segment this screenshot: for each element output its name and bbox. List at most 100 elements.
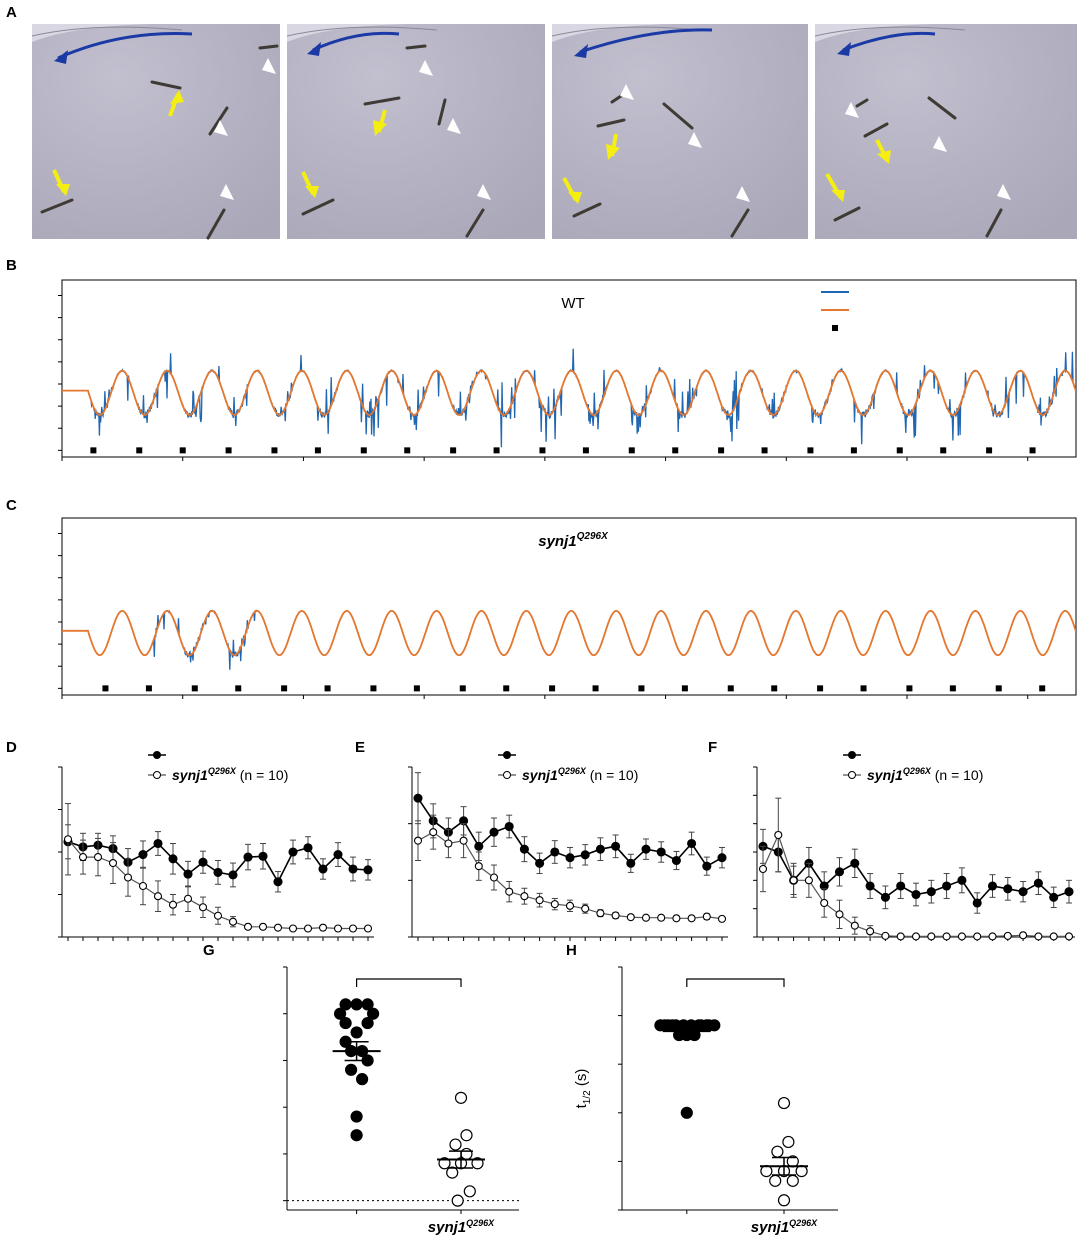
data-point-wt bbox=[214, 868, 222, 876]
x-category-allele: Q296X bbox=[466, 1218, 495, 1228]
data-point-wt bbox=[289, 848, 297, 856]
black-frame-marker bbox=[271, 447, 277, 453]
data-point-synj1 bbox=[943, 933, 950, 940]
black-frame-marker bbox=[450, 447, 456, 453]
legend-synj1-marker bbox=[504, 772, 511, 779]
zebrafish-larva-icon bbox=[407, 46, 425, 48]
data-point-synj1 bbox=[779, 1098, 790, 1109]
zebrafish-larva-icon bbox=[260, 46, 277, 48]
data-point-wt bbox=[346, 1064, 357, 1075]
data-point-wt bbox=[244, 853, 252, 861]
data-point-wt bbox=[989, 882, 997, 890]
data-point-synj1 bbox=[1020, 932, 1027, 939]
black-frame-marker bbox=[370, 685, 376, 691]
data-point-synj1 bbox=[245, 923, 252, 930]
data-point-synj1 bbox=[185, 895, 192, 902]
legend-synj1-allele: Q296X bbox=[558, 766, 587, 776]
data-point-wt bbox=[229, 871, 237, 879]
black-frame-marker bbox=[807, 447, 813, 453]
x-category-synj1: synj1Q296X bbox=[428, 1218, 495, 1236]
data-point-synj1 bbox=[897, 933, 904, 940]
data-point-wt bbox=[184, 870, 192, 878]
data-point-wt bbox=[1019, 888, 1027, 896]
data-point-wt bbox=[581, 851, 589, 859]
data-point-synj1 bbox=[447, 1167, 458, 1178]
data-point-wt bbox=[672, 857, 680, 865]
data-point-wt bbox=[351, 1111, 362, 1122]
data-point-wt bbox=[657, 848, 665, 856]
chart-title-sup: Q296X bbox=[577, 531, 609, 542]
data-point-wt bbox=[414, 794, 422, 802]
black-frame-marker bbox=[718, 447, 724, 453]
data-point-synj1 bbox=[658, 914, 665, 921]
legend-synj1-gene: synj1 bbox=[867, 767, 903, 783]
black-frame-marker bbox=[771, 685, 777, 691]
black-frame-marker bbox=[494, 447, 500, 453]
data-point-synj1 bbox=[627, 914, 634, 921]
data-point-wt bbox=[688, 840, 696, 848]
panel-label-f: F bbox=[708, 739, 717, 756]
data-point-wt bbox=[351, 1027, 362, 1038]
black-frame-marker bbox=[192, 685, 198, 691]
significance-bracket bbox=[687, 979, 784, 987]
data-point-wt bbox=[1050, 893, 1058, 901]
data-point-synj1 bbox=[170, 901, 177, 908]
data-point-synj1 bbox=[567, 902, 574, 909]
data-point-wt bbox=[703, 1020, 714, 1031]
significance-bracket bbox=[357, 979, 461, 987]
chart-title-main: synj1 bbox=[538, 533, 576, 550]
data-point-wt bbox=[927, 888, 935, 896]
data-point-wt bbox=[851, 859, 859, 867]
panel-a-photo-strip bbox=[32, 24, 1077, 239]
data-point-synj1 bbox=[821, 900, 828, 907]
x-category-gene: synj1 bbox=[428, 1219, 466, 1236]
data-point-synj1 bbox=[536, 897, 543, 904]
data-point-synj1 bbox=[110, 860, 117, 867]
data-point-synj1 bbox=[464, 1186, 475, 1197]
data-point-wt bbox=[340, 1018, 351, 1029]
data-point-wt bbox=[139, 851, 147, 859]
figure: A bbox=[0, 0, 1084, 1248]
legend-synj1-label: synj1Q296X (n = 10) bbox=[867, 766, 983, 783]
trace-area bbox=[62, 610, 1076, 669]
data-point-wt bbox=[1004, 885, 1012, 893]
data-point-synj1 bbox=[215, 912, 222, 919]
legend-synj1-n: (n = 10) bbox=[236, 767, 289, 783]
data-point-wt bbox=[319, 865, 327, 873]
black-frame-marker bbox=[503, 685, 509, 691]
data-point-wt bbox=[536, 859, 544, 867]
data-point-synj1 bbox=[460, 837, 467, 844]
data-point-synj1 bbox=[415, 837, 422, 844]
data-point-synj1 bbox=[1066, 933, 1073, 940]
data-point-synj1 bbox=[770, 1175, 781, 1186]
data-point-synj1 bbox=[643, 914, 650, 921]
data-point-wt bbox=[259, 852, 267, 860]
data-point-synj1 bbox=[1050, 933, 1057, 940]
photo-frame-1 bbox=[32, 24, 280, 239]
data-point-synj1 bbox=[772, 1146, 783, 1157]
data-point-synj1 bbox=[450, 1139, 461, 1150]
x-category-allele: Q296X bbox=[789, 1218, 818, 1228]
data-point-synj1 bbox=[989, 933, 996, 940]
data-point-synj1 bbox=[703, 913, 710, 920]
data-point-synj1 bbox=[787, 1175, 798, 1186]
data-point-synj1 bbox=[445, 840, 452, 847]
panel-label-e: E bbox=[355, 739, 365, 756]
data-point-wt bbox=[304, 844, 312, 852]
data-point-synj1 bbox=[796, 1166, 807, 1177]
data-point-synj1 bbox=[688, 915, 695, 922]
black-frame-marker bbox=[325, 685, 331, 691]
black-frame-marker bbox=[682, 685, 688, 691]
data-point-synj1 bbox=[851, 922, 858, 929]
data-point-wt bbox=[520, 845, 528, 853]
data-point-wt bbox=[1034, 879, 1042, 887]
data-point-wt bbox=[566, 854, 574, 862]
data-point-synj1 bbox=[760, 866, 767, 873]
data-point-synj1 bbox=[365, 925, 372, 932]
normalized-integral-chart: synj1Q296X (n = 10) bbox=[408, 751, 728, 941]
data-point-wt bbox=[912, 891, 920, 899]
black-frame-marker bbox=[593, 685, 599, 691]
photo-frame-2 bbox=[287, 24, 545, 239]
data-point-synj1 bbox=[958, 933, 965, 940]
photo-frame-4 bbox=[815, 24, 1077, 239]
